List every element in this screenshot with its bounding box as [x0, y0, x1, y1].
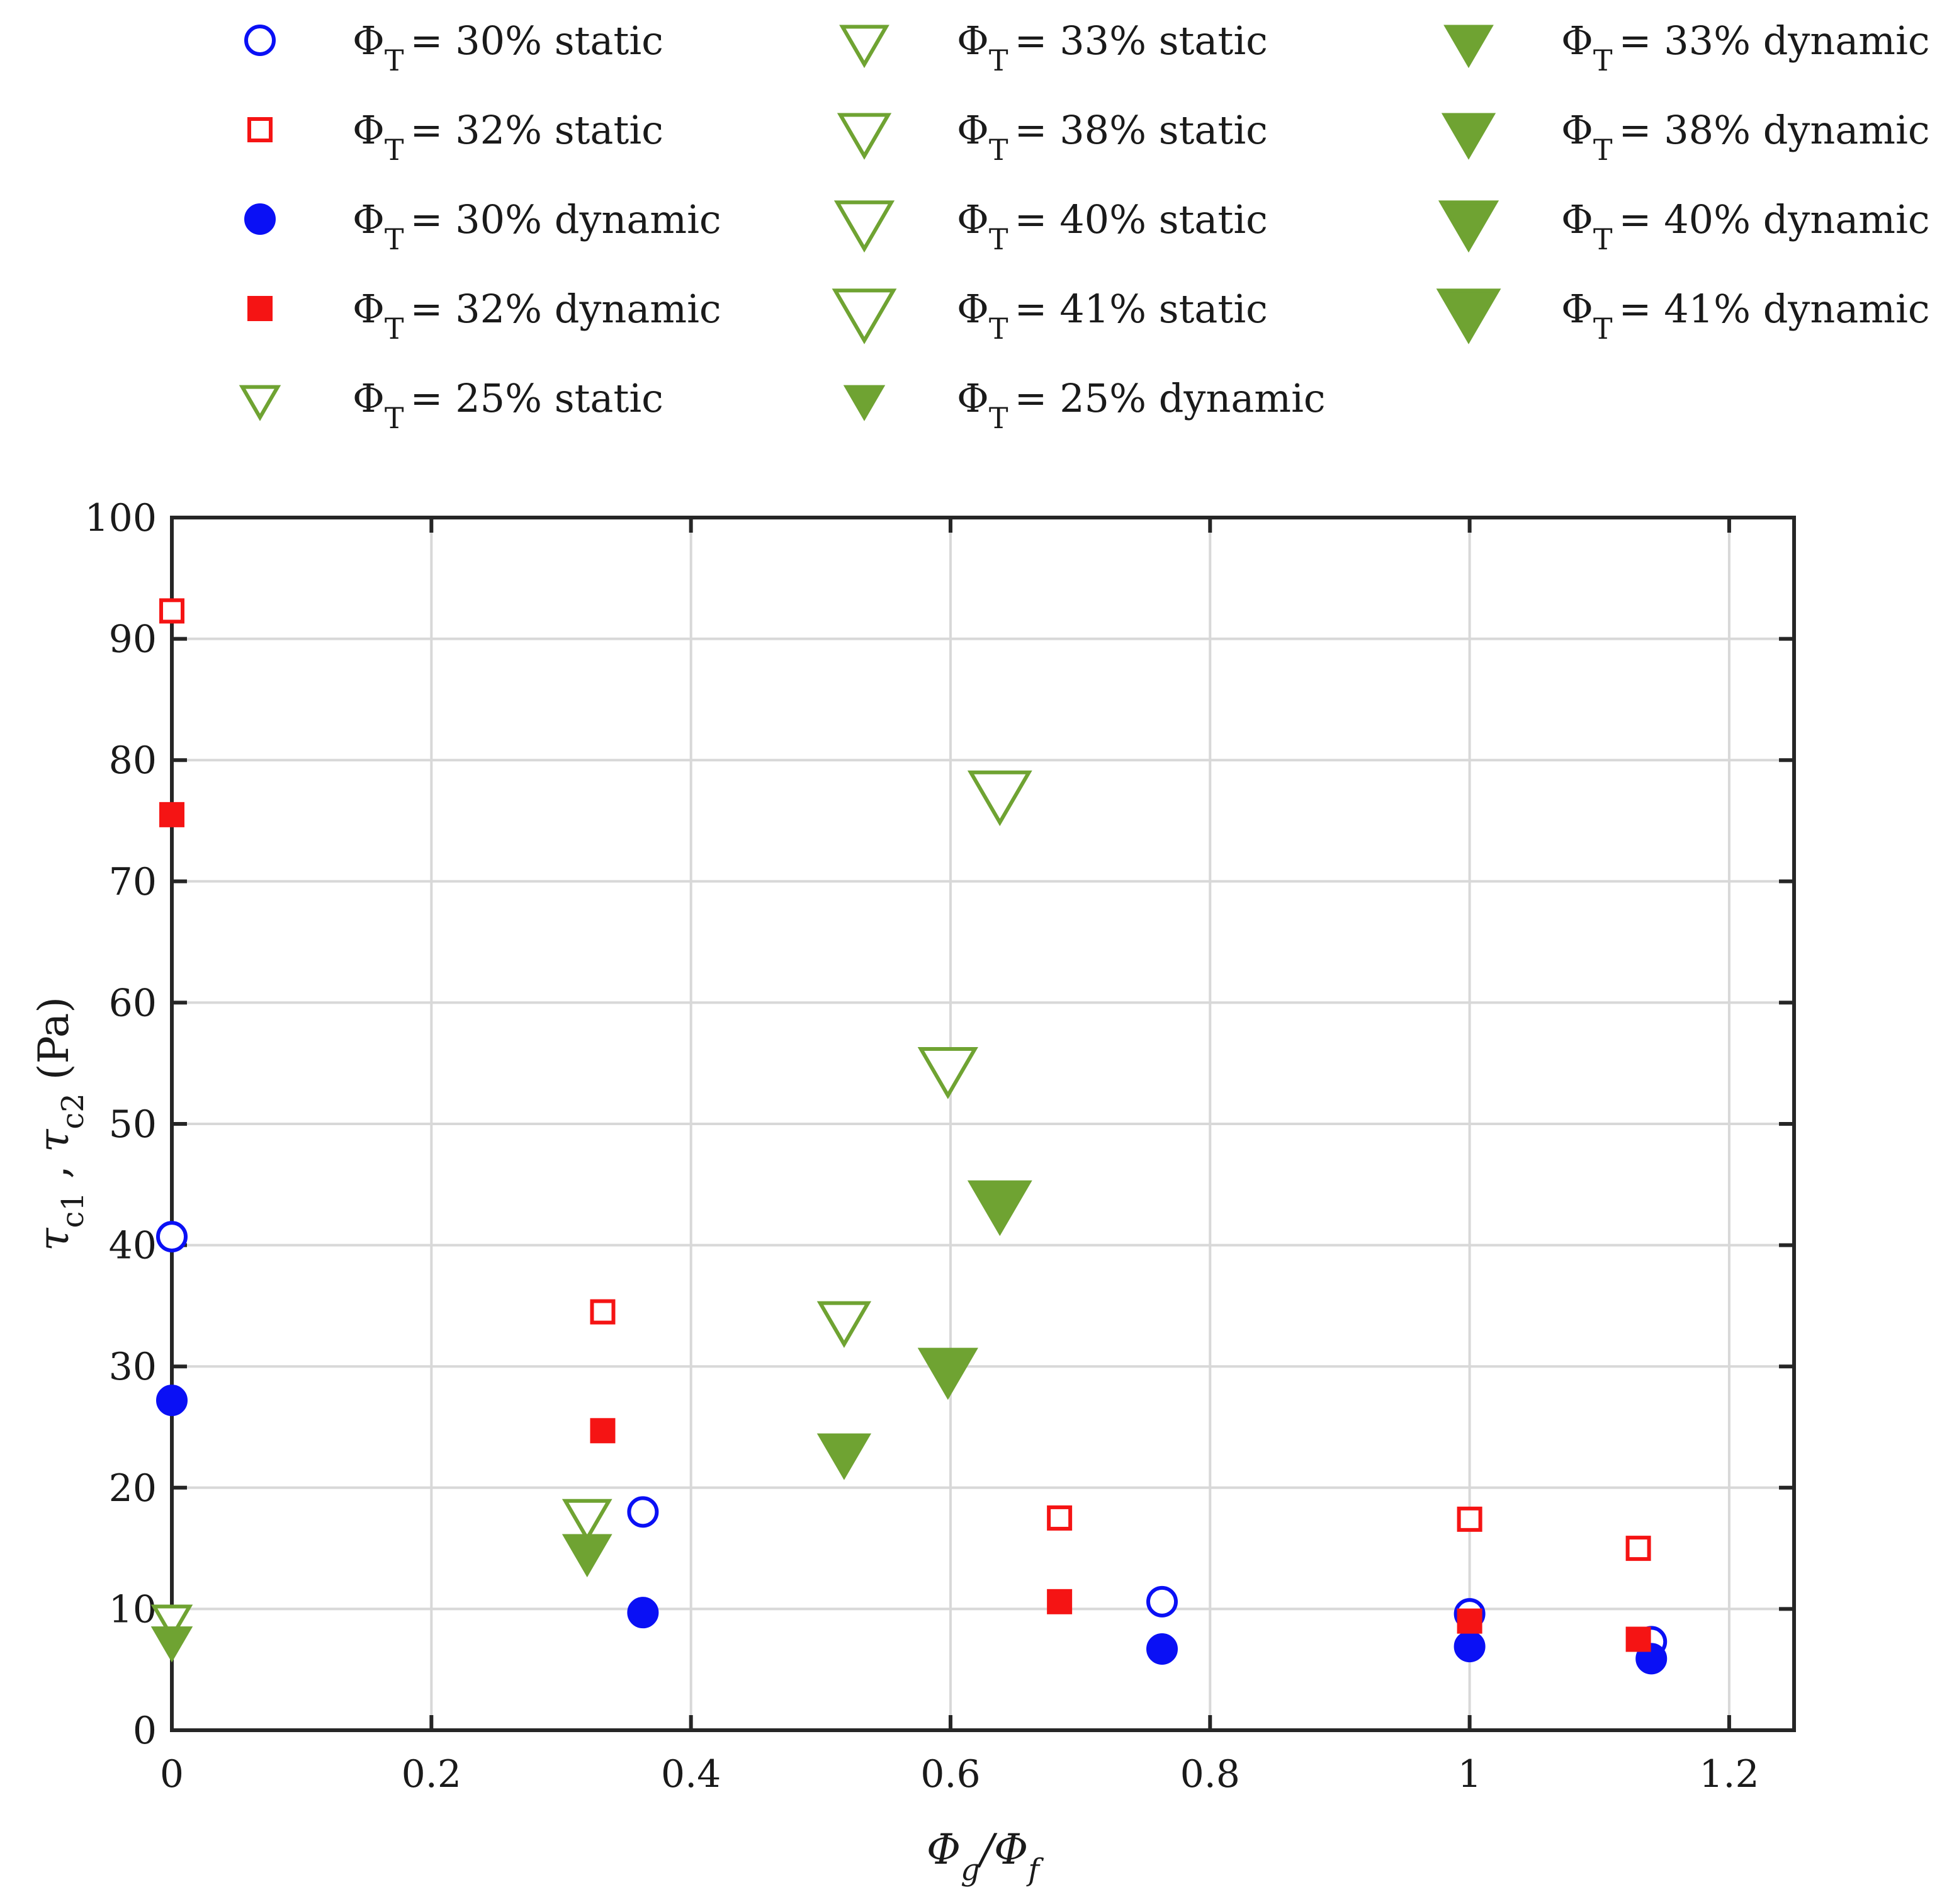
data-point — [816, 1433, 872, 1480]
legend-marker — [833, 200, 895, 253]
data-point — [627, 1496, 659, 1528]
legend-marker — [843, 385, 886, 421]
legend-marker — [832, 288, 897, 344]
grid-lines — [172, 518, 1794, 1730]
legend-marker — [247, 296, 273, 321]
legend-entry: ΦT = 41% dynamic — [1436, 286, 1930, 346]
legend-label: ΦT = 38% dynamic — [1561, 107, 1930, 167]
data-point — [917, 1347, 978, 1400]
y-tick-label: 60 — [109, 981, 157, 1025]
legend-entry: ΦT = 33% static — [839, 18, 1268, 77]
x-axis-label: Φg/Φf — [927, 1825, 1044, 1888]
legend-label: ΦT = 30% dynamic — [353, 196, 721, 256]
legend-entry: ΦT = 32% static — [247, 107, 663, 167]
legend-marker — [244, 25, 276, 56]
legend-label: ΦT = 40% dynamic — [1561, 196, 1930, 256]
legend-entry: ΦT = 33% dynamic — [1443, 18, 1930, 77]
legend: ΦT = 30% static ΦT = 32% static ΦT = 30% dyna… — [239, 18, 1930, 435]
data-point — [1457, 1506, 1482, 1532]
legend-marker — [1438, 200, 1499, 253]
legend-label: ΦT = 32% dynamic — [353, 286, 721, 346]
data-point — [1625, 1536, 1651, 1561]
data-points — [150, 598, 1668, 1675]
legend-entry: ΦT = 32% dynamic — [247, 286, 721, 346]
data-point — [1146, 1633, 1178, 1665]
legend-marker — [1443, 25, 1494, 69]
legend-marker — [1441, 113, 1496, 160]
x-tick-label: 1 — [1458, 1752, 1482, 1796]
legend-label: ΦT = 41% static — [957, 286, 1268, 346]
legend-marker — [839, 25, 889, 69]
legend-label: ΦT = 40% static — [957, 196, 1268, 256]
data-point — [562, 1499, 613, 1543]
data-point — [590, 1418, 616, 1444]
legend-entry: ΦT = 40% static — [833, 196, 1268, 256]
data-point — [1047, 1589, 1073, 1614]
data-point — [816, 1301, 872, 1348]
data-point — [156, 1221, 188, 1253]
legend-label: ΦT = 32% static — [353, 107, 663, 167]
legend-label: ΦT = 41% dynamic — [1561, 286, 1930, 346]
data-point — [967, 770, 1032, 827]
y-axis-label: τc1 , τc2 (Pa) — [30, 997, 91, 1251]
legend-entry: ΦT = 30% static — [244, 18, 663, 77]
legend-entry: ΦT = 41% static — [832, 286, 1268, 346]
y-tick-label: 40 — [109, 1224, 157, 1268]
data-point — [159, 598, 184, 624]
x-tick-label: 0.6 — [920, 1752, 980, 1796]
legend-label: ΦT = 25% dynamic — [957, 375, 1326, 435]
data-point — [1047, 1505, 1073, 1531]
x-tick-label: 0.8 — [1180, 1752, 1240, 1796]
y-tick-label: 80 — [109, 739, 157, 783]
legend-label: ΦT = 30% static — [353, 18, 663, 77]
data-point — [159, 802, 184, 827]
legend-entry: ΦT = 40% dynamic — [1438, 196, 1930, 256]
legend-label: ΦT = 33% dynamic — [1561, 18, 1930, 77]
legend-marker — [1436, 288, 1501, 344]
data-point — [156, 1385, 188, 1417]
axis-labels: Φg/Φf τc1 , τc2 (Pa) — [30, 997, 1044, 1888]
x-tick-label: 0.2 — [402, 1752, 461, 1796]
data-point — [150, 1604, 193, 1641]
data-point — [1146, 1585, 1178, 1618]
data-point — [967, 1180, 1032, 1237]
legend-marker — [837, 113, 892, 160]
legend-label: ΦT = 33% static — [957, 18, 1268, 77]
legend-entry: ΦT = 25% static — [239, 375, 663, 435]
data-point — [917, 1046, 978, 1099]
legend-entry: ΦT = 38% static — [837, 107, 1268, 167]
data-point — [627, 1597, 659, 1629]
data-point — [1457, 1608, 1482, 1634]
legend-marker — [247, 117, 273, 142]
legend-entry: ΦT = 38% dynamic — [1441, 107, 1930, 167]
data-point — [150, 1626, 193, 1663]
data-point — [590, 1299, 616, 1325]
legend-marker — [239, 385, 281, 421]
plot-frame — [170, 516, 1796, 1732]
data-point — [1454, 1631, 1486, 1663]
data-point — [1625, 1626, 1651, 1652]
x-tick-label: 1.2 — [1699, 1752, 1759, 1796]
tick-labels: 0 0.2 0.4 0.6 0.8 1 1.2 0 10 20 30 40 50 60 70 80 90 100 — [84, 496, 1759, 1796]
y-tick-label: 70 — [109, 860, 157, 904]
y-tick-label: 50 — [109, 1102, 157, 1147]
legend-marker — [244, 203, 276, 235]
legend-entry: ΦT = 30% dynamic — [244, 196, 721, 256]
y-tick-label: 0 — [133, 1709, 157, 1753]
legend-label: ΦT = 38% static — [957, 107, 1268, 167]
y-tick-label: 100 — [84, 496, 157, 540]
legend-label: ΦT = 25% static — [353, 375, 663, 435]
legend-entry: ΦT = 25% dynamic — [843, 375, 1326, 435]
x-tick-label: 0.4 — [661, 1752, 721, 1796]
x-tick-label: 0 — [160, 1752, 184, 1796]
data-point — [562, 1534, 613, 1578]
y-tick-label: 20 — [109, 1466, 157, 1510]
y-tick-label: 30 — [109, 1345, 157, 1389]
y-tick-label: 10 — [109, 1587, 157, 1631]
y-tick-label: 90 — [109, 618, 157, 662]
